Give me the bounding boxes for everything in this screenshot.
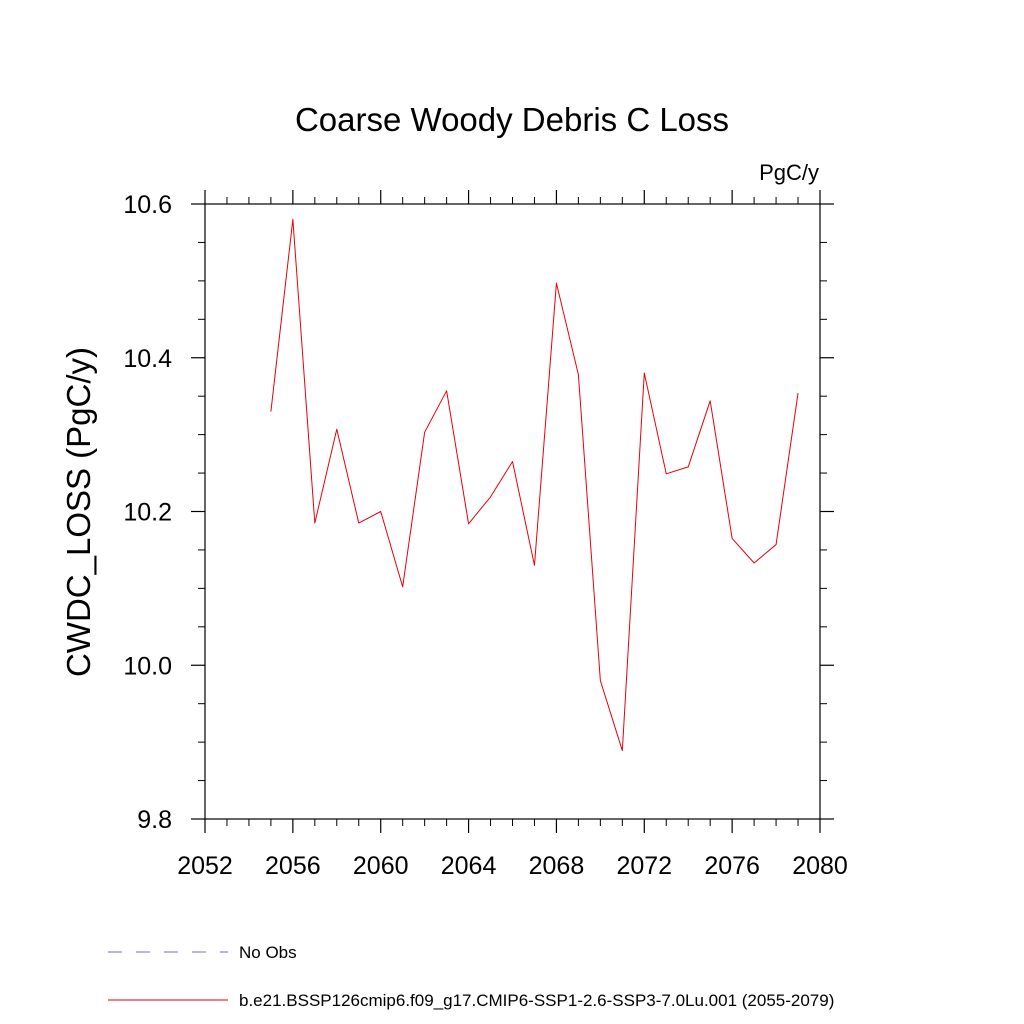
x-tick-label: 2080 [792,852,848,880]
x-tick-label: 2076 [704,852,760,880]
axis-tick-labels: 2052 2056 2060 2064 2068 2072 2076 2080 9.8 10.0 1… [123,191,847,880]
x-tick-label: 2064 [441,852,497,880]
series-layer [270,218,799,752]
axis-ticks [191,190,834,833]
y-tick-label: 10.6 [123,191,172,219]
x-tick-label: 2068 [529,852,585,880]
x-tick-label: 2056 [265,852,321,880]
y-tick-label: 10.0 [123,652,172,680]
legend: No Obs b.e21.BSSP126cmip6.f09_g17.CMIP6-S… [108,943,834,1010]
x-tick-label: 2060 [353,852,409,880]
y-tick-label: 10.2 [123,499,172,527]
chart-title: Coarse Woody Debris C Loss [295,101,729,138]
legend-label: b.e21.BSSP126cmip6.f09_g17.CMIP6-SSP1-2.… [239,991,834,1010]
legend-label: No Obs [239,943,297,962]
x-tick-label: 2072 [616,852,672,880]
y-tick-label: 9.8 [137,806,172,834]
units-label: PgC/y [759,160,819,185]
y-axis-label: CWDC_LOSS (PgC/y) [60,347,97,677]
y-tick-label: 10.4 [123,345,172,373]
x-tick-label: 2052 [177,852,233,880]
series-line [270,218,799,752]
